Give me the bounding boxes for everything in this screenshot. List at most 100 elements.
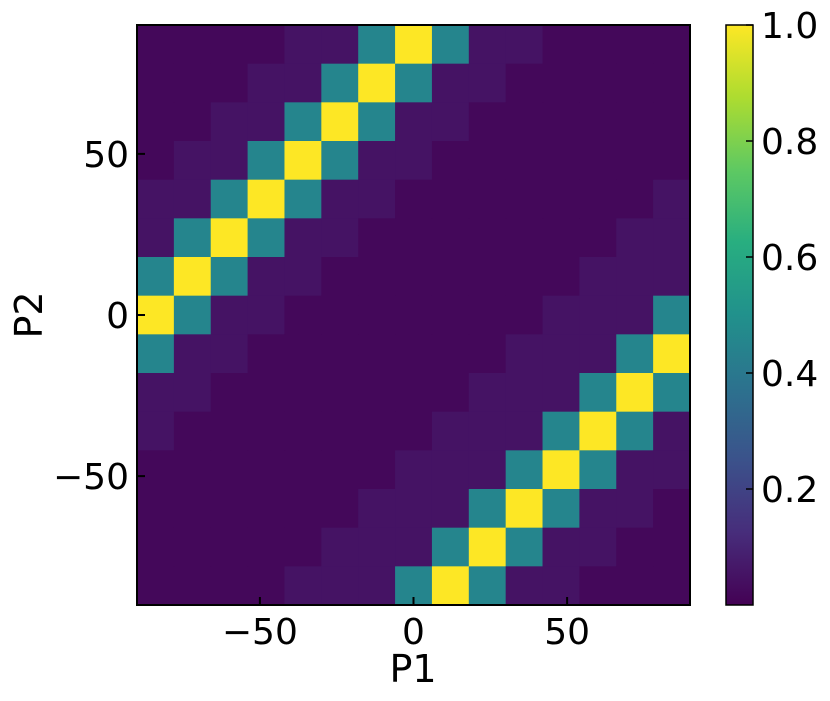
- heatmap-cell: [505, 566, 544, 606]
- heatmap-cell: [431, 411, 470, 451]
- heatmap-cell: [616, 218, 654, 258]
- heatmap-cell: [137, 411, 175, 451]
- heatmap-cell: [505, 25, 544, 65]
- y-axis-label: P2: [7, 291, 51, 338]
- heatmap-cell: [395, 295, 433, 335]
- heatmap-cell: [653, 179, 691, 219]
- heatmap-cell: [653, 25, 691, 65]
- heatmap-cell: [173, 102, 212, 142]
- heatmap-cell: [653, 218, 691, 258]
- colorbar-ticks: 0.2 0.4 0.6 0.8 1.0: [746, 6, 818, 511]
- heatmap-cell: [616, 334, 654, 374]
- heatmap-cell: [653, 450, 691, 490]
- heatmap-cell: [505, 63, 544, 103]
- heatmap-cell: [579, 373, 617, 413]
- heatmap-cell: [616, 141, 654, 181]
- heatmap-cell: [321, 218, 359, 258]
- heatmap-cell: [284, 411, 322, 451]
- heatmap-cell: [653, 373, 691, 413]
- heatmap-cell: [173, 257, 212, 297]
- heatmap-cell: [284, 179, 322, 219]
- heatmap-cell: [173, 295, 212, 335]
- heatmap-cell: [173, 141, 212, 181]
- heatmap-cell: [616, 179, 654, 219]
- heatmap-cells: [137, 25, 691, 606]
- heatmap-cell: [358, 218, 396, 258]
- heatmap-cell: [210, 25, 249, 65]
- heatmap-cell: [431, 102, 470, 142]
- heatmap-cell: [247, 334, 286, 374]
- heatmap-cell: [542, 373, 580, 413]
- heatmap-cell: [505, 102, 544, 142]
- heatmap-cell: [247, 141, 286, 181]
- heatmap-cell: [431, 450, 470, 490]
- heatmap-cell: [395, 373, 433, 413]
- heatmap-cell: [284, 295, 322, 335]
- heatmap-cell: [247, 411, 286, 451]
- heatmap-cell: [358, 334, 396, 374]
- heatmap-cell: [137, 373, 175, 413]
- heatmap-cell: [358, 63, 396, 103]
- heatmap-cell: [505, 373, 544, 413]
- heatmap-cell: [653, 566, 691, 606]
- heatmap-cell: [358, 25, 396, 65]
- heatmap-cell: [653, 411, 691, 451]
- heatmap-cell: [210, 373, 249, 413]
- colorbar-tick-label: 0.4: [761, 354, 818, 395]
- heatmap-cell: [579, 63, 617, 103]
- heatmap-cell: [358, 450, 396, 490]
- heatmap-cell: [395, 257, 433, 297]
- heatmap-cell: [431, 179, 470, 219]
- heatmap-cell: [468, 257, 507, 297]
- heatmap-cell: [505, 179, 544, 219]
- heatmap-cell: [505, 527, 544, 567]
- heatmap-cell: [468, 527, 507, 567]
- heatmap-cell: [210, 489, 249, 529]
- heatmap-cell: [653, 527, 691, 567]
- heatmap-cell: [542, 257, 580, 297]
- heatmap-cell: [395, 102, 433, 142]
- heatmap-cell: [431, 527, 470, 567]
- y-axis-ticks: −50 0 50: [53, 135, 145, 498]
- heatmap-cell: [358, 257, 396, 297]
- heatmap-cell: [321, 450, 359, 490]
- heatmap-cell: [321, 25, 359, 65]
- heatmap-cell: [468, 334, 507, 374]
- heatmap-cell: [210, 450, 249, 490]
- heatmap-cell: [173, 63, 212, 103]
- heatmap-cell: [321, 295, 359, 335]
- heatmap-cell: [137, 179, 175, 219]
- heatmap-cell: [321, 141, 359, 181]
- heatmap-cell: [616, 411, 654, 451]
- heatmap-cell: [468, 566, 507, 606]
- heatmap-cell: [468, 218, 507, 258]
- heatmap-cell: [284, 489, 322, 529]
- heatmap-cell: [468, 141, 507, 181]
- heatmap-cell: [173, 411, 212, 451]
- heatmap-cell: [173, 218, 212, 258]
- y-tick-label: −50: [53, 457, 129, 498]
- heatmap-cell: [247, 373, 286, 413]
- heatmap-cell: [542, 527, 580, 567]
- heatmap-cell: [542, 63, 580, 103]
- x-tick-label: 0: [402, 612, 425, 653]
- heatmap-cell: [395, 527, 433, 567]
- heatmap-cell: [210, 63, 249, 103]
- heatmap-cell: [137, 527, 175, 567]
- heatmap-cell: [137, 489, 175, 529]
- heatmap-cell: [284, 257, 322, 297]
- heatmap-cell: [247, 179, 286, 219]
- heatmap-cell: [579, 450, 617, 490]
- heatmap-cell: [284, 102, 322, 142]
- heatmap-cell: [210, 566, 249, 606]
- heatmap-cell: [468, 450, 507, 490]
- heatmap-cell: [431, 373, 470, 413]
- heatmap-cell: [579, 411, 617, 451]
- heatmap-cell: [173, 373, 212, 413]
- heatmap-cell: [653, 63, 691, 103]
- heatmap-cell: [137, 450, 175, 490]
- heatmap-cell: [210, 179, 249, 219]
- heatmap-cell: [395, 334, 433, 374]
- colorbar-tick-label: 0.2: [761, 470, 818, 511]
- heatmap-cell: [468, 102, 507, 142]
